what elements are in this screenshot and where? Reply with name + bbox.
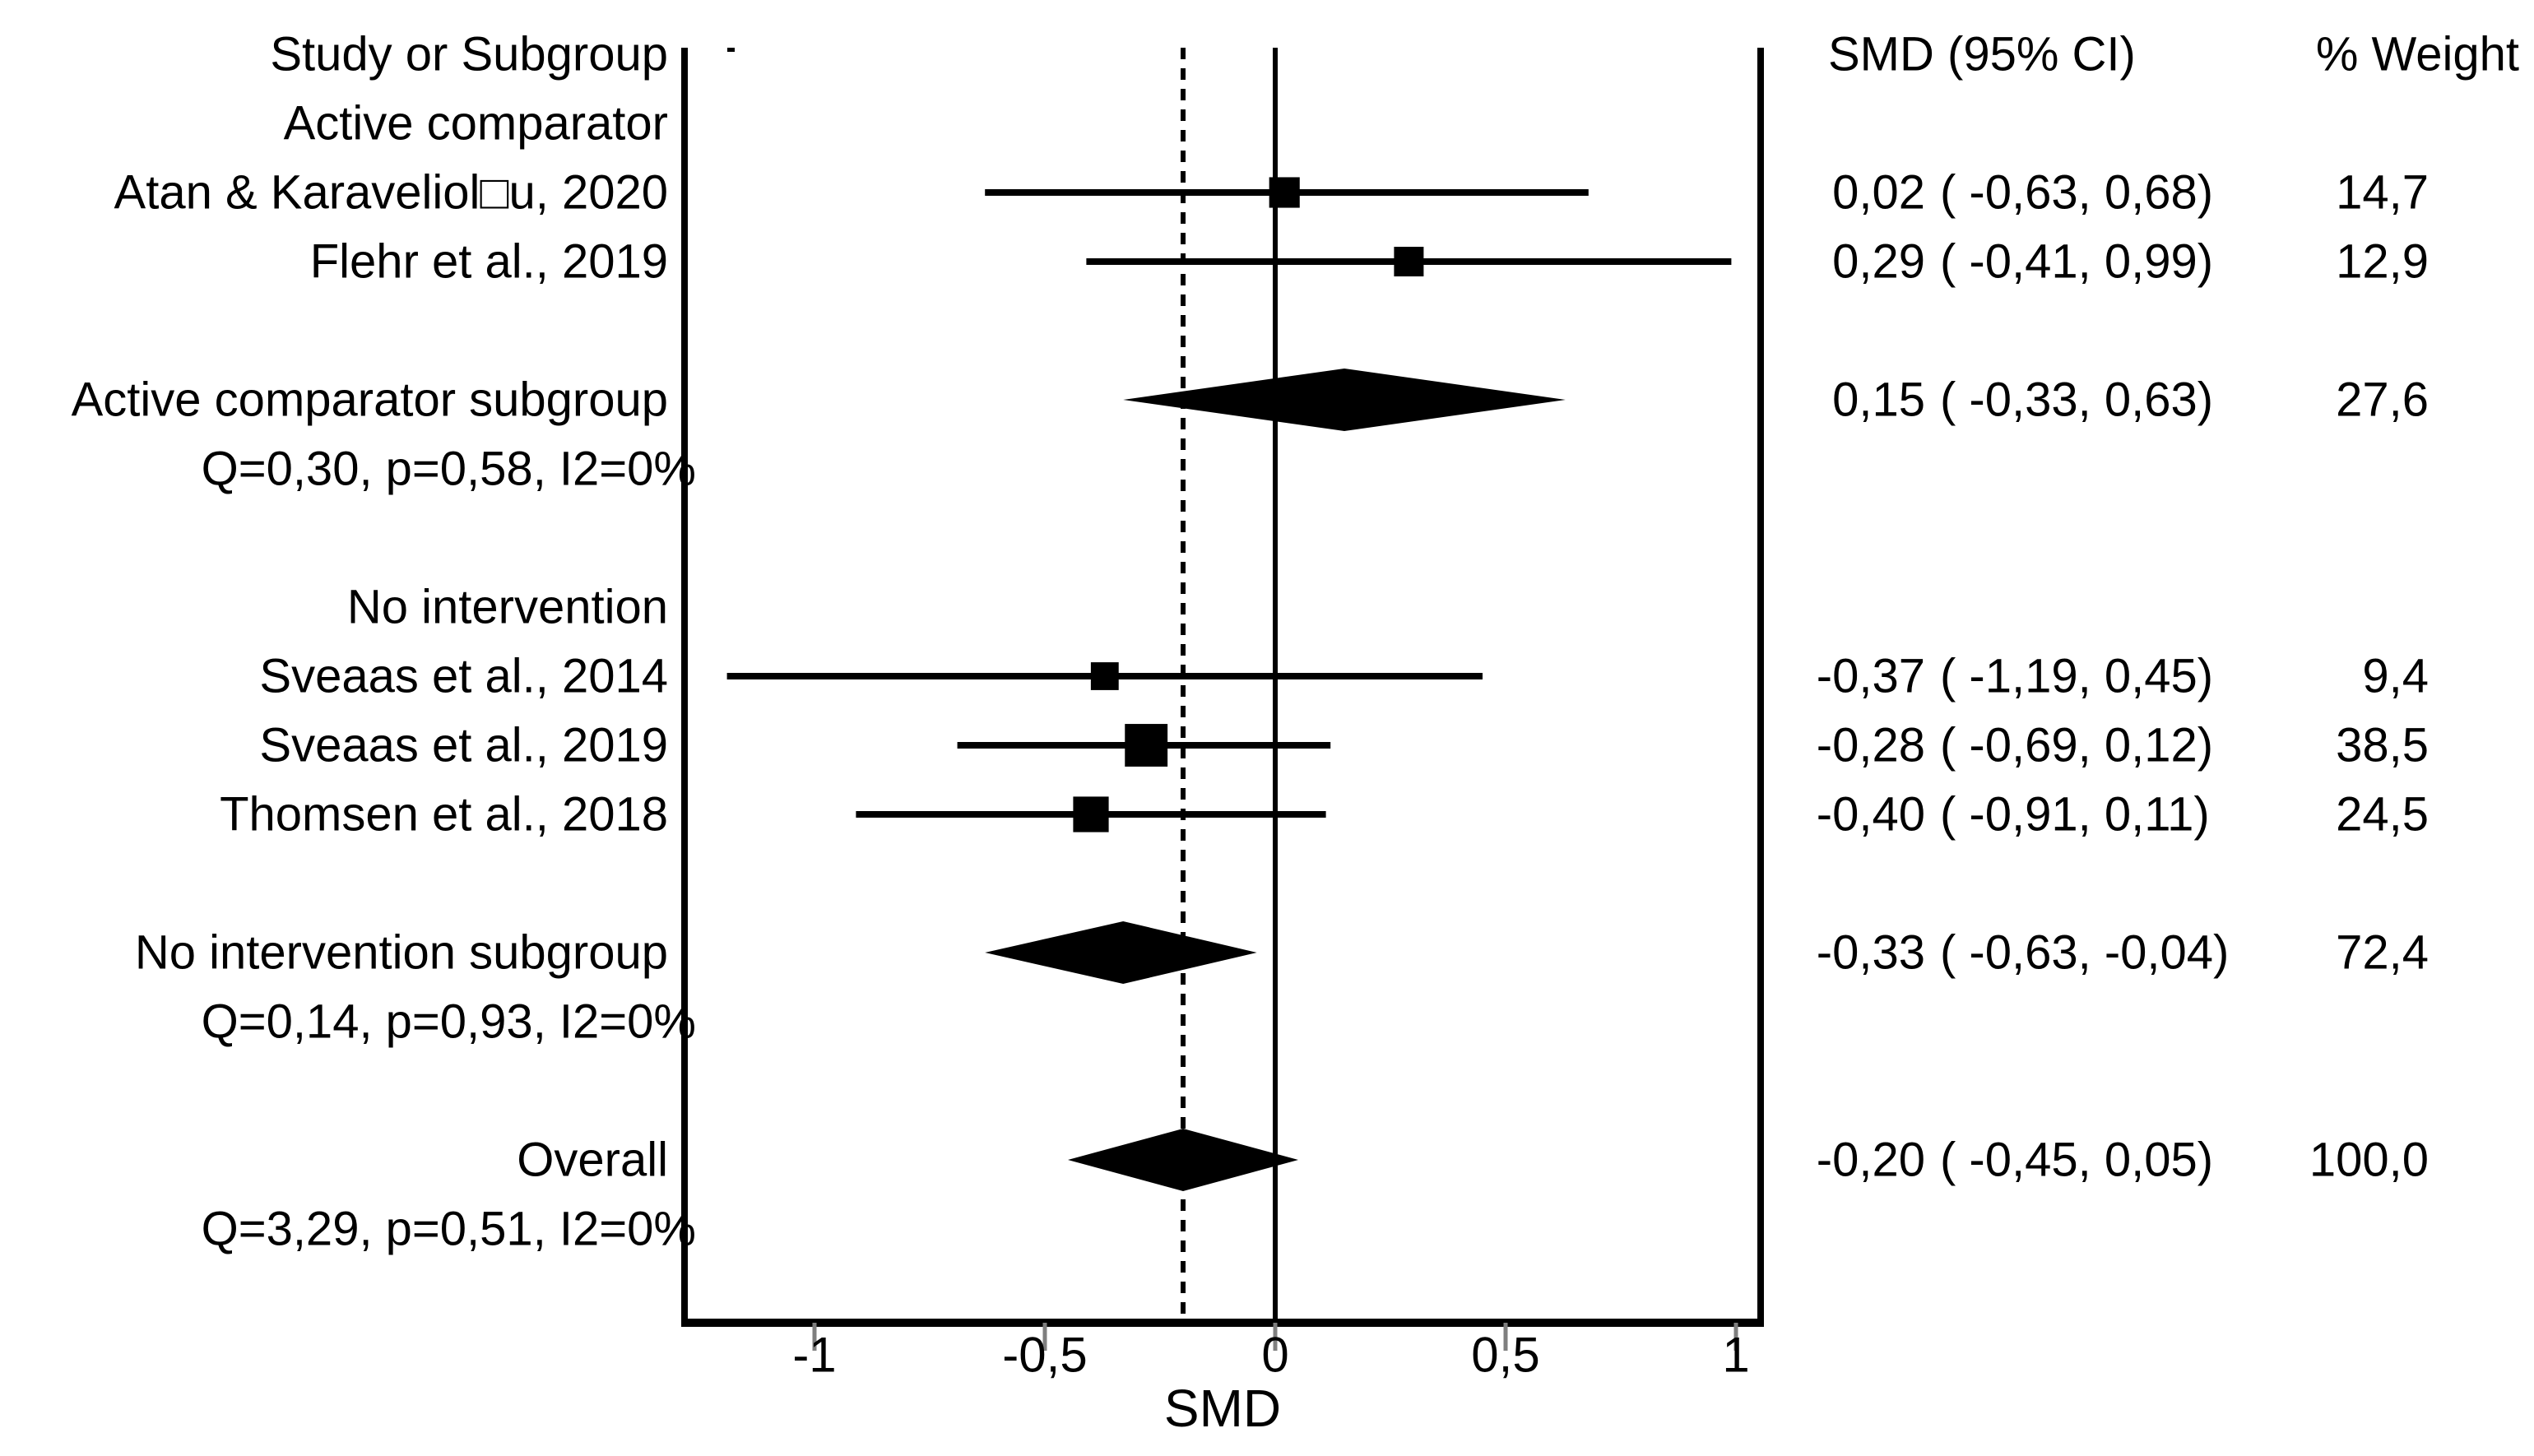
- study-label: Thomsen et al., 2018: [220, 788, 668, 842]
- smd-ci-column-header: SMD (95% CI): [1828, 28, 2136, 81]
- study-label: Flehr et al., 2019: [310, 235, 668, 289]
- ci-value: ( -0,63, -0,04): [1940, 926, 2229, 980]
- axis-top-tick: [727, 48, 735, 52]
- ci-value: ( -0,33, 0,63): [1940, 373, 2213, 427]
- subgroup-heading-label: Active comparator: [284, 97, 668, 151]
- heterogeneity-stat-label: Q=0,30, p=0,58, I2=0%: [202, 443, 696, 496]
- x-axis-tick-label: -0,5: [1002, 1328, 1087, 1383]
- smd-value: -0,33: [1817, 926, 1925, 980]
- heterogeneity-stat-label: Q=0,14, p=0,93, I2=0%: [202, 995, 696, 1049]
- ci-value: ( -0,63, 0,68): [1940, 166, 2213, 220]
- summary-label: Overall: [517, 1134, 668, 1187]
- summary-diamond: [985, 921, 1257, 984]
- x-axis-tick-label: 0,5: [1471, 1328, 1539, 1383]
- ci-value: ( -1,19, 0,45): [1940, 650, 2213, 703]
- study-label: Sveaas et al., 2014: [259, 650, 668, 703]
- summary-label: No intervention subgroup: [135, 926, 668, 980]
- study-label: Sveaas et al., 2019: [259, 719, 668, 772]
- effect-square: [1073, 796, 1109, 832]
- weight-value: 100,0: [2309, 1134, 2429, 1187]
- x-axis-tick-label: -1: [792, 1328, 836, 1383]
- weight-column-header: % Weight: [2316, 28, 2519, 81]
- heterogeneity-stat-label: Q=3,29, p=0,51, I2=0%: [202, 1203, 696, 1256]
- smd-value: 0,15: [1832, 373, 1925, 427]
- summary-label: Active comparator subgroup: [72, 373, 668, 427]
- smd-value: 0,02: [1832, 166, 1925, 220]
- weight-value: 38,5: [2336, 719, 2429, 772]
- effect-square: [1090, 662, 1119, 690]
- smd-value: -0,40: [1817, 788, 1925, 842]
- smd-value: -0,37: [1817, 650, 1925, 703]
- smd-value: -0,20: [1817, 1134, 1925, 1187]
- ci-value: ( -0,45, 0,05): [1940, 1134, 2213, 1187]
- effect-square: [1125, 724, 1168, 767]
- ci-value: ( -0,69, 0,12): [1940, 719, 2213, 772]
- ci-value: ( -0,91, 0,11): [1940, 788, 2210, 842]
- weight-value: 24,5: [2336, 788, 2429, 842]
- smd-value: -0,28: [1817, 719, 1925, 772]
- summary-diamond: [1068, 1129, 1298, 1191]
- weight-value: 27,6: [2336, 373, 2429, 427]
- x-axis-tick-label: 0: [1261, 1328, 1288, 1383]
- ci-value: ( -0,41, 0,99): [1940, 235, 2213, 289]
- x-axis-tick-label: 1: [1722, 1328, 1749, 1383]
- study-label: Atan & Karaveliol□u, 2020: [114, 166, 668, 220]
- summary-diamond: [1123, 369, 1566, 431]
- study-column-header: Study or Subgroup: [270, 28, 668, 81]
- weight-value: 14,7: [2336, 166, 2429, 220]
- weight-value: 9,4: [2362, 650, 2429, 703]
- weight-value: 12,9: [2336, 235, 2429, 289]
- plot-root: -1 -0,5 0 0,5 1 Active comparator Atan & Karav…: [72, 48, 2429, 1383]
- subgroup-heading-label: No intervention: [347, 581, 668, 634]
- x-axis-title: SMD: [1164, 1379, 1281, 1438]
- effect-square: [1269, 177, 1300, 208]
- effect-square: [1394, 247, 1424, 276]
- weight-value: 72,4: [2336, 926, 2429, 980]
- smd-value: 0,29: [1832, 235, 1925, 289]
